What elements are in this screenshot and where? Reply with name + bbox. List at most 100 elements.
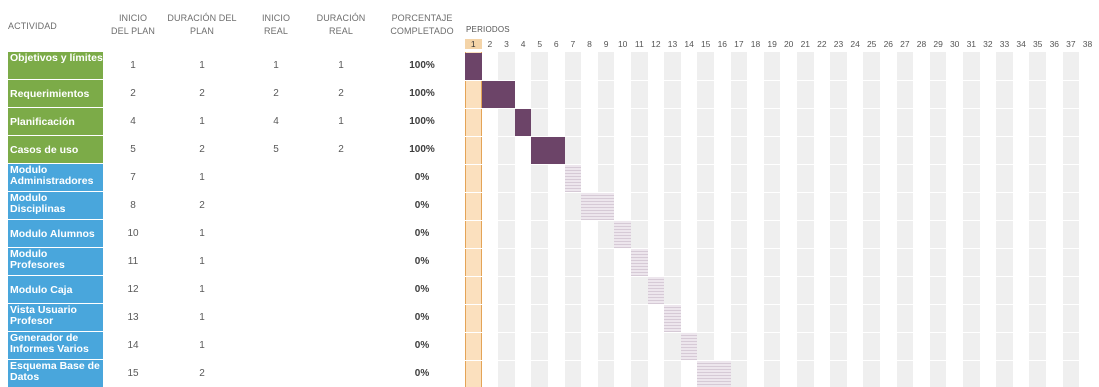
cell-porcentaje: 0% (414, 340, 430, 351)
period-column (631, 52, 648, 387)
cell-duracion-plan: 1 (199, 116, 205, 127)
period-column (797, 52, 814, 387)
period-column (1079, 52, 1096, 387)
cell-duracion-plan: 1 (199, 228, 205, 239)
header-duracion-plan-line1: DURACIÓN DEL (167, 13, 237, 23)
cell-inicio-plan: 14 (127, 340, 139, 351)
period-number: 29 (933, 39, 943, 49)
cell-inicio-real: 2 (273, 88, 279, 99)
gantt-bar-plan (581, 193, 615, 220)
activity-row: Modulo Profesores 11 1 0% (0, 248, 1099, 276)
cell-duracion-real: 1 (338, 116, 344, 127)
period-column (996, 52, 1013, 387)
period-number: 8 (587, 39, 592, 49)
period-number: 19 (767, 39, 777, 49)
cell-porcentaje: 100% (409, 116, 435, 127)
row-separator (465, 164, 1099, 165)
period-column (813, 52, 831, 387)
activity-name: Generador de Informes Varios (8, 332, 103, 359)
cell-duracion-plan: 2 (199, 200, 205, 211)
header-inicio-real-line2: REAL (264, 26, 288, 36)
cell-porcentaje: 0% (414, 256, 430, 267)
period-column (979, 52, 997, 387)
period-column (763, 52, 781, 387)
period-column (1012, 52, 1030, 387)
activity-name: Modulo Disciplinas (8, 192, 103, 219)
period-number: 6 (553, 39, 559, 49)
period-number: 4 (520, 39, 526, 49)
cell-porcentaje: 0% (414, 172, 430, 183)
period-number: 28 (916, 39, 927, 49)
period-number: 16 (717, 39, 728, 49)
gantt-bar-plan (647, 277, 665, 304)
cell-duracion-real: 2 (338, 144, 344, 155)
cell-duracion-plan: 1 (199, 172, 205, 183)
period-column (465, 52, 482, 387)
cell-inicio-plan: 13 (127, 312, 139, 323)
header-inicio-plan: INICIO DEL PLAN (104, 12, 162, 38)
activity-name: Esquema Base de Datos (8, 360, 103, 387)
gantt-bar-plan (614, 221, 631, 248)
period-number: 1 (465, 39, 482, 49)
activity-row: Vista Usuario Profesor 13 1 0% (0, 304, 1099, 332)
period-column (1029, 52, 1046, 387)
period-number: 18 (750, 39, 761, 49)
period-column (531, 52, 548, 387)
period-column (548, 52, 565, 387)
cell-porcentaje: 0% (414, 200, 430, 211)
gantt-bar-plan (564, 165, 582, 192)
period-number: 21 (800, 39, 811, 49)
activity-name: Casos de uso (8, 136, 103, 163)
period-column (896, 52, 914, 387)
header-duracion-real: DURACIÓN REAL (310, 12, 372, 38)
period-column (697, 52, 714, 387)
period-column (880, 52, 897, 387)
cell-porcentaje: 0% (414, 368, 430, 379)
cell-inicio-plan: 10 (127, 228, 139, 239)
row-separator (465, 332, 1099, 333)
period-number: 22 (817, 39, 827, 49)
period-number: 37 (1066, 39, 1076, 49)
cell-duracion-real: 2 (338, 88, 344, 99)
period-column (1046, 52, 1063, 387)
cell-porcentaje: 0% (414, 228, 430, 239)
activity-name: Vista Usuario Profesor (8, 304, 103, 331)
period-number: 17 (734, 39, 744, 49)
cell-porcentaje: 0% (414, 284, 430, 295)
period-number: 38 (1082, 39, 1093, 49)
cell-duracion-plan: 2 (199, 144, 205, 155)
period-number: 20 (783, 39, 794, 49)
period-number: 14 (684, 39, 694, 49)
period-number: 12 (651, 39, 661, 49)
header-duracion-plan-line2: PLAN (190, 26, 214, 36)
row-separator (465, 276, 1099, 277)
cell-inicio-real: 1 (273, 60, 279, 71)
activity-name: Modulo Alumnos (8, 220, 103, 247)
period-column (946, 52, 963, 387)
period-number: 34 (1016, 39, 1026, 49)
cell-duracion-plan: 1 (199, 340, 205, 351)
header-inicio-plan-line1: INICIO (118, 13, 148, 23)
activity-row: Modulo Alumnos 10 1 0% (0, 220, 1099, 248)
row-separator (465, 248, 1099, 249)
cell-porcentaje: 100% (409, 60, 435, 71)
cell-duracion-plan: 1 (199, 60, 205, 71)
period-column (714, 52, 731, 387)
header-duracion-plan: DURACIÓN DEL PLAN (162, 12, 242, 38)
cell-inicio-plan: 2 (130, 88, 136, 99)
cell-inicio-plan: 11 (127, 256, 139, 267)
activity-row: Modulo Caja 12 1 0% (0, 276, 1099, 304)
period-number: 23 (833, 39, 844, 49)
period-column (780, 52, 797, 387)
period-number: 9 (603, 39, 609, 49)
activity-row: Generador de Informes Varios 14 1 0% (0, 332, 1099, 360)
gantt-bar-plan (664, 305, 681, 332)
activity-row: Objetivos y límites 1 1 1 1 100% (0, 52, 1099, 80)
period-column (929, 52, 947, 387)
period-number: 26 (883, 39, 894, 49)
header-periodos: PERIODOS (466, 25, 510, 34)
period-number: 15 (700, 39, 711, 49)
period-number: 33 (999, 39, 1010, 49)
period-number: 10 (617, 39, 628, 49)
period-number: 11 (634, 39, 644, 49)
